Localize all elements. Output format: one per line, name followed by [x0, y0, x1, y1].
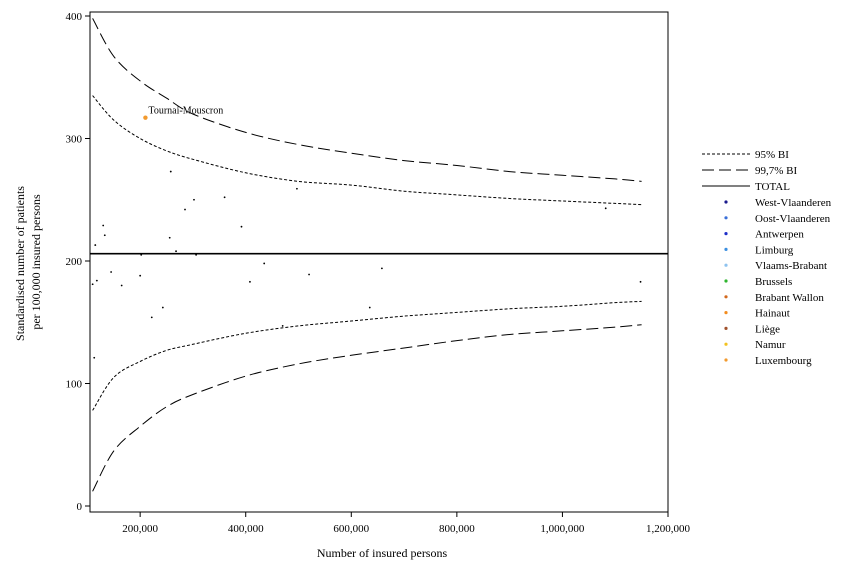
legend-label: Brabant Wallon: [755, 292, 824, 304]
y-tick-label: 400: [66, 11, 83, 23]
legend-label: Namur: [755, 339, 786, 351]
legend-label: West-Vlaanderen: [755, 197, 832, 209]
data-point: [161, 306, 164, 309]
ci997-upper-line: [92, 18, 642, 182]
x-tick-label: 1,000,000: [540, 523, 585, 535]
data-point: [94, 244, 97, 246]
data-point: [150, 316, 153, 319]
legend-label: Oost-Vlaanderen: [755, 213, 831, 225]
legend-marker: [724, 200, 728, 204]
data-point: [91, 283, 94, 286]
x-tick-label: 600,000: [333, 523, 369, 535]
data-point: [184, 208, 186, 211]
data-point: [140, 253, 143, 256]
data-point: [193, 198, 195, 201]
data-point: [102, 224, 105, 227]
data-point: [296, 187, 298, 190]
data-point: [604, 207, 607, 210]
data-point: [168, 236, 171, 239]
y-axis-title: Standardised number of patients per 100,…: [13, 183, 43, 341]
data-point: [240, 225, 243, 228]
legend-label: 99,7% BI: [755, 165, 798, 177]
annotations: Tournai-Mouscron: [148, 106, 223, 117]
legend-label: Vlaams-Brabant: [755, 260, 827, 272]
y-tick-label: 0: [77, 501, 83, 513]
data-point: [249, 280, 251, 283]
data-point: [110, 271, 113, 273]
data-point: [103, 234, 106, 237]
data-point: [195, 253, 197, 256]
legend-marker: [724, 311, 728, 315]
legend-label: Luxembourg: [755, 355, 812, 367]
y-axis: 0 100 200 300 400: [66, 11, 90, 513]
data-point: [381, 267, 383, 270]
x-tick-label: 200,000: [122, 523, 158, 535]
highlighted-data-point: [143, 115, 148, 120]
legend-marker: [724, 326, 728, 330]
data-point: [263, 262, 266, 265]
data-point: [368, 306, 371, 309]
legend-marker: [724, 247, 728, 251]
data-point: [175, 250, 177, 253]
y-tick-label: 200: [66, 256, 83, 268]
legend-marker: [724, 232, 728, 236]
data-point: [93, 356, 96, 359]
y-tick-label: 100: [66, 379, 83, 391]
legend-label: Liège: [755, 323, 780, 335]
x-tick-label: 800,000: [439, 523, 475, 535]
x-tick-label: 400,000: [228, 523, 264, 535]
x-tick-label: 1,200,000: [646, 523, 691, 535]
data-point: [139, 274, 142, 277]
ci95-lower-line: [92, 300, 642, 411]
data-point: [95, 279, 98, 282]
legend-label: Brussels: [755, 276, 792, 288]
y-axis-title-line-1: Standardised number of patients: [13, 186, 27, 341]
legend-label: Hainaut: [755, 308, 790, 320]
x-axis: 200,000 400,000 600,000 800,000 1,000,000 1,2…: [122, 512, 691, 535]
y-axis-title-line-2: per 100,000 insured persons: [29, 194, 43, 330]
ci95-upper-line: [92, 95, 642, 206]
x-axis-title: Number of insured persons: [317, 546, 448, 560]
legend-label: Limburg: [755, 244, 794, 256]
data-point: [639, 280, 642, 283]
data-point: [120, 284, 123, 287]
legend-label: Antwerpen: [755, 229, 804, 241]
legend-marker: [724, 216, 728, 220]
plot-frame: [89, 11, 669, 513]
data-point: [169, 170, 172, 173]
legend-label: TOTAL: [755, 181, 790, 193]
legend-marker: [724, 263, 728, 267]
data-point: [308, 273, 310, 276]
data-points: [91, 115, 642, 359]
funnel-curves: [90, 18, 668, 492]
legend: 95% BI 99,7% BI TOTAL West-Vlaanderen Oost-V…: [702, 149, 832, 367]
data-point: [281, 325, 284, 327]
ci997-lower-line: [92, 324, 642, 492]
point-annotation: Tournai-Mouscron: [148, 106, 223, 117]
legend-marker: [724, 358, 728, 362]
data-point: [223, 196, 226, 199]
y-tick-label: 300: [66, 134, 83, 146]
legend-marker: [724, 279, 728, 283]
legend-marker: [724, 295, 728, 299]
legend-marker: [724, 342, 728, 346]
legend-label: 95% BI: [755, 149, 789, 161]
